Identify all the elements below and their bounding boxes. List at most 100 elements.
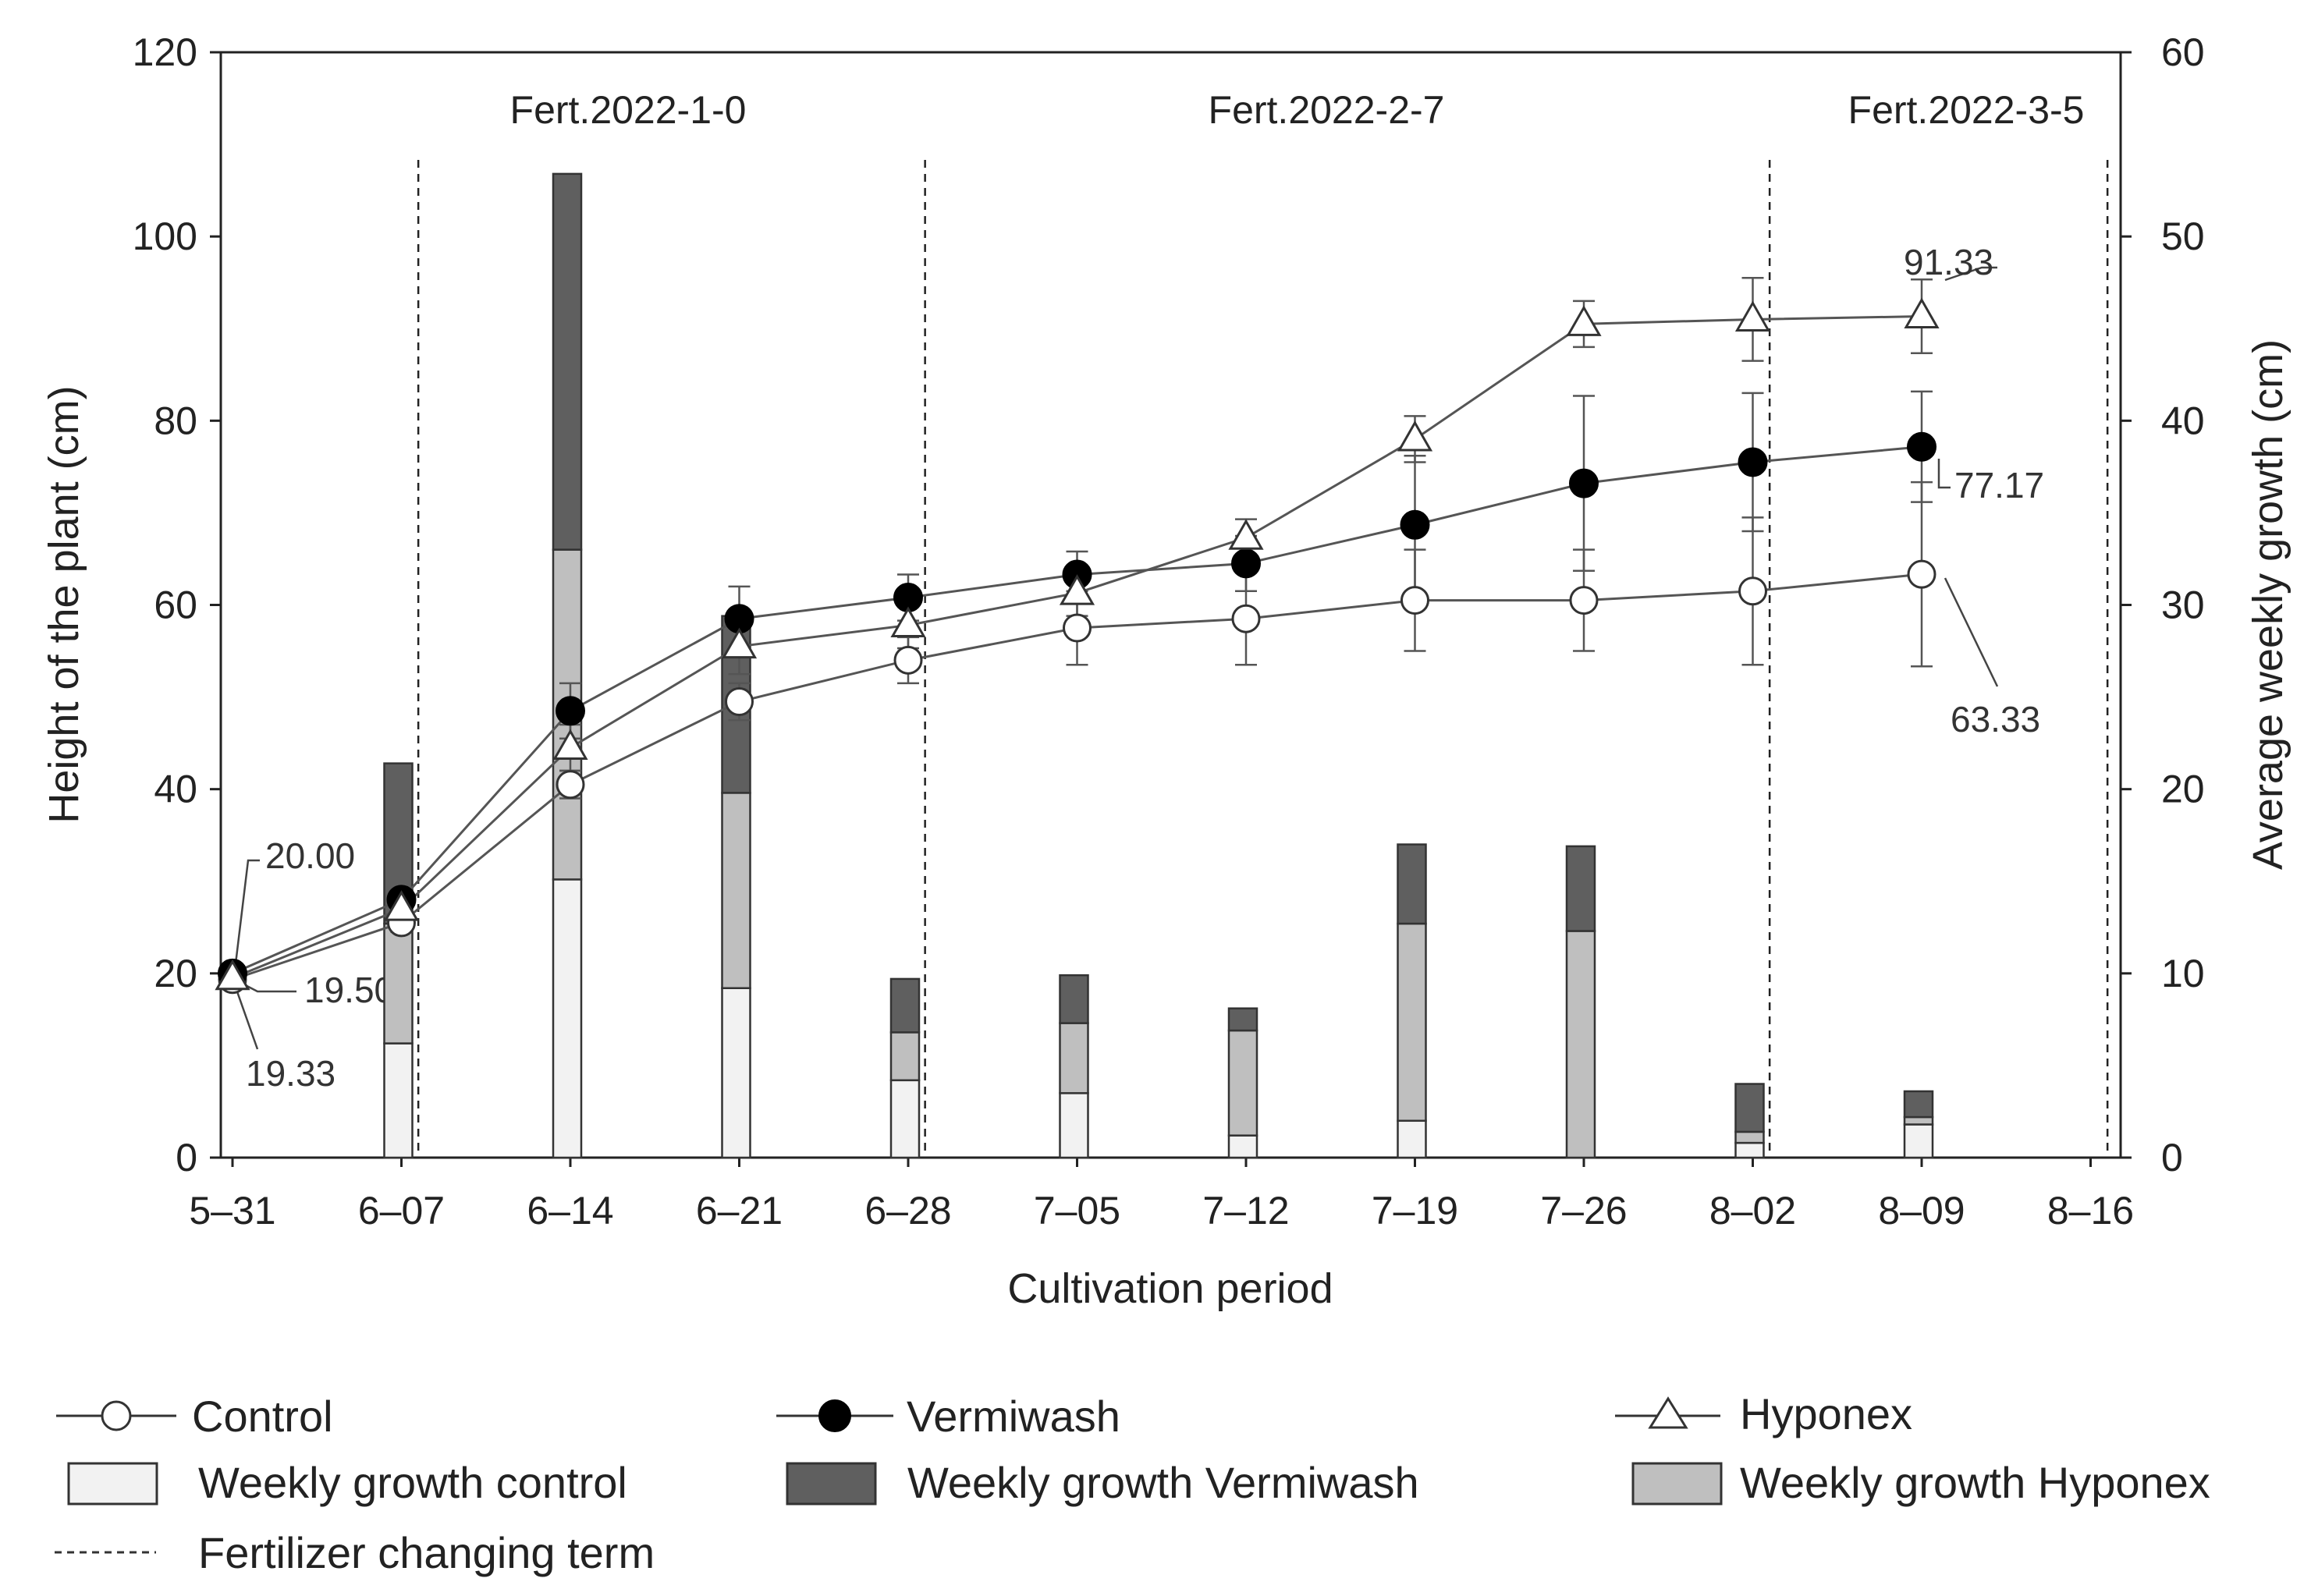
bar-weekly-growth-control-0 bbox=[383, 1042, 414, 1159]
y-left-tick-label: 40 bbox=[154, 768, 197, 811]
x-tick-label: 6–07 bbox=[358, 1189, 445, 1232]
bar-weekly-growth-vermiwash-7 bbox=[1565, 845, 1596, 932]
y-axis-left-title: Height of the plant (cm) bbox=[41, 385, 87, 823]
y-right-tick-label: 10 bbox=[2161, 952, 2205, 995]
ann-19-33: 19.33 bbox=[246, 1053, 335, 1094]
fert-label-3: Fert.2022-3-5 bbox=[1848, 88, 2085, 132]
y-right-tick-label: 40 bbox=[2161, 399, 2205, 442]
bar-weekly-growth-hyponex-7 bbox=[1565, 930, 1596, 1159]
x-tick-label: 8–16 bbox=[2047, 1189, 2134, 1232]
y-left-tick-label: 0 bbox=[176, 1136, 197, 1179]
bar-weekly-growth-hyponex-9 bbox=[1903, 1115, 1934, 1126]
point-hyponex-8 bbox=[1566, 305, 1602, 336]
bar-weekly-growth-vermiwash-1 bbox=[552, 172, 583, 551]
x-tick-label: 6–14 bbox=[527, 1189, 613, 1232]
point-control-10 bbox=[1907, 559, 1936, 589]
x-tick-label: 7–12 bbox=[1202, 1189, 1289, 1232]
point-control-5 bbox=[1063, 613, 1092, 643]
point-hyponex-5 bbox=[1059, 574, 1095, 605]
legend-wg-control-swatch bbox=[67, 1462, 158, 1506]
bar-weekly-growth-hyponex-8 bbox=[1734, 1130, 1765, 1144]
y-right-tick-label: 0 bbox=[2161, 1136, 2183, 1179]
legend-control-label: Control bbox=[192, 1392, 333, 1441]
y-left-tick-label: 80 bbox=[154, 399, 197, 442]
x-tick-label: 6–28 bbox=[864, 1189, 951, 1232]
legend-control-marker bbox=[101, 1400, 132, 1431]
bar-weekly-growth-control-3 bbox=[889, 1079, 921, 1159]
point-vermiwash-9 bbox=[1738, 447, 1768, 477]
ann-leader-63-33 bbox=[1944, 577, 1999, 687]
bar-weekly-growth-vermiwash-5 bbox=[1227, 1007, 1258, 1032]
bar-weekly-growth-vermiwash-4 bbox=[1059, 974, 1089, 1024]
fert-label-1: Fert.2022-1-0 bbox=[510, 88, 747, 132]
bar-weekly-growth-control-4 bbox=[1059, 1092, 1089, 1159]
point-hyponex-3 bbox=[721, 627, 758, 659]
legend-hyponex-label: Hyponex bbox=[1740, 1389, 1912, 1438]
x-tick-label: 6–21 bbox=[696, 1189, 783, 1232]
ann-77-17: 77.17 bbox=[1954, 465, 2044, 505]
legend-wg-control-label: Weekly growth control bbox=[198, 1458, 627, 1507]
bar-weekly-growth-hyponex-3 bbox=[889, 1031, 921, 1082]
point-hyponex-1 bbox=[383, 890, 420, 921]
y-left-tick-label: 100 bbox=[133, 215, 197, 258]
y-right-tick-label: 60 bbox=[2161, 30, 2205, 74]
y-left-tick-label: 60 bbox=[154, 583, 197, 627]
point-vermiwash-6 bbox=[1231, 548, 1261, 579]
point-control-3 bbox=[725, 686, 754, 716]
point-vermiwash-10 bbox=[1907, 431, 1936, 462]
x-tick-label: 7–26 bbox=[1540, 1189, 1627, 1232]
bar-weekly-growth-hyponex-2 bbox=[721, 792, 751, 989]
x-tick-label: 7–19 bbox=[1372, 1189, 1458, 1232]
bar-weekly-growth-vermiwash-6 bbox=[1397, 843, 1427, 925]
bar-weekly-growth-vermiwash-8 bbox=[1734, 1083, 1765, 1133]
point-control-2 bbox=[556, 770, 585, 800]
legend-vermiwash-label: Vermiwash bbox=[907, 1392, 1120, 1441]
y-right-tick-label: 30 bbox=[2161, 583, 2205, 627]
ann-leader-20 bbox=[233, 859, 260, 977]
series-line-vermiwash bbox=[232, 445, 1922, 975]
bar-weekly-growth-control-5 bbox=[1227, 1134, 1258, 1159]
bar-weekly-growth-control-2 bbox=[721, 987, 751, 1159]
bar-weekly-growth-hyponex-6 bbox=[1397, 922, 1427, 1123]
x-tick-label: 8–09 bbox=[1878, 1189, 1965, 1232]
bar-weekly-growth-control-1 bbox=[552, 878, 583, 1159]
legend-vermiwash-marker bbox=[818, 1399, 851, 1432]
point-hyponex-10 bbox=[1904, 297, 1940, 329]
plot-frame bbox=[219, 51, 2122, 1159]
bar-weekly-growth-hyponex-5 bbox=[1227, 1029, 1258, 1137]
legend-wg-vermiwash-swatch bbox=[786, 1462, 877, 1506]
point-control-6 bbox=[1231, 604, 1261, 633]
bar-weekly-growth-hyponex-4 bbox=[1059, 1022, 1089, 1094]
ann-leader-19-33 bbox=[233, 982, 259, 1050]
point-control-8 bbox=[1569, 586, 1599, 615]
bar-weekly-growth-vermiwash-3 bbox=[889, 977, 921, 1034]
fert-label-2: Fert.2022-2-7 bbox=[1209, 88, 1445, 132]
point-control-4 bbox=[893, 645, 923, 675]
point-hyponex-9 bbox=[1734, 300, 1771, 332]
y-right-tick-label: 20 bbox=[2161, 768, 2205, 811]
bar-weekly-growth-vermiwash-9 bbox=[1903, 1090, 1934, 1119]
bar-weekly-growth-control-8 bbox=[1734, 1141, 1765, 1159]
y-right-tick-label: 50 bbox=[2161, 215, 2205, 258]
ann-20-00: 20.00 bbox=[265, 835, 355, 876]
ann-91-33: 91.33 bbox=[1904, 242, 1993, 282]
point-control-7 bbox=[1400, 586, 1429, 615]
legend-wg-vermiwash-label: Weekly growth Vermiwash bbox=[907, 1458, 1419, 1507]
point-hyponex-4 bbox=[890, 606, 926, 637]
legend-fert-label: Fertilizer changing term bbox=[198, 1528, 655, 1577]
ann-63-33: 63.33 bbox=[1951, 699, 2040, 739]
point-hyponex-0 bbox=[215, 959, 250, 991]
y-left-tick-label: 120 bbox=[133, 30, 197, 74]
legend-hyponex-marker bbox=[1648, 1396, 1688, 1429]
point-vermiwash-7 bbox=[1400, 509, 1430, 540]
legend: Control Vermiwash Hyponex Weekly growth … bbox=[55, 1389, 2210, 1577]
x-tick-label: 5–31 bbox=[189, 1189, 275, 1232]
point-hyponex-6 bbox=[1228, 519, 1264, 550]
bar-weekly-growth-hyponex-0 bbox=[383, 922, 414, 1044]
ann-leader-91-33 bbox=[1944, 266, 1997, 282]
y-left-tick-label: 20 bbox=[154, 952, 197, 995]
x-axis-title: Cultivation period bbox=[1007, 1265, 1333, 1312]
bar-weekly-growth-control-9 bbox=[1903, 1123, 1934, 1159]
point-hyponex-2 bbox=[552, 729, 588, 761]
